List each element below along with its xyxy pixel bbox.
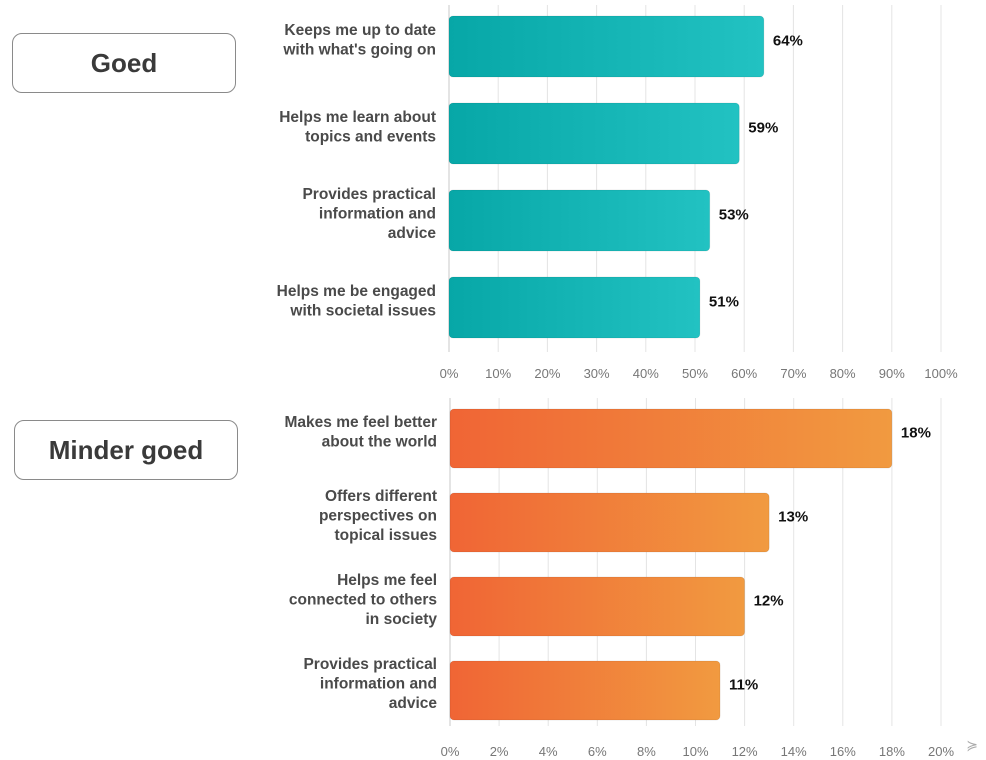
chart-goed: 0% 10% 20% 30% 40% 50% 60% 70% 80% 90% 100% 64% Keep… (277, 5, 958, 381)
bar (448, 102, 740, 165)
category-label: Provides practical information and advice (302, 186, 436, 242)
category-label: Helps me feel connected to others in socie… (289, 572, 438, 628)
category-label: Keeps me up to date with what's going on (282, 22, 436, 59)
group-label-less-good: Minder goed (14, 420, 238, 480)
tick-label: 80% (830, 366, 856, 381)
tick-label: 18% (879, 744, 905, 759)
category-label: Offers different perspectives on topical i… (319, 488, 437, 544)
value-label: 53% (719, 206, 749, 223)
tick-label: 20% (534, 366, 560, 381)
category-label: Helps me be engaged with societal issues (277, 283, 436, 320)
group-label-less-good-text: Minder goed (48, 434, 204, 465)
value-label: 11% (729, 676, 758, 693)
bar (448, 15, 765, 78)
tick-label: 6% (588, 744, 607, 759)
value-label: 13% (778, 508, 808, 525)
tick-label: 50% (682, 366, 708, 381)
value-label: 59% (748, 119, 778, 136)
bar (448, 189, 711, 252)
tick-label: 14% (781, 744, 807, 759)
group-label-good: Goed (12, 33, 236, 93)
category-label: Helps me learn about topics and events (279, 109, 436, 146)
value-label: 51% (709, 293, 739, 310)
category-label: Makes me feel better about the world (285, 414, 438, 451)
bar (449, 660, 721, 721)
tick-label: 8% (637, 744, 656, 759)
tick-label: 40% (633, 366, 659, 381)
tick-label: 0% (441, 744, 460, 759)
category-label: Provides practical information and advice (303, 656, 437, 712)
corner-mark-icon: ≽ (966, 737, 978, 753)
tick-label: 4% (539, 744, 558, 759)
tick-label: 100% (924, 366, 958, 381)
bar (449, 576, 746, 637)
tick-label: 70% (780, 366, 806, 381)
chart-minder-goed: 0% 2% 4% 6% 8% 10% 12% 14% 16% 18% 20% 18% Makes me … (285, 398, 954, 759)
tick-label: 0% (440, 366, 459, 381)
tick-label: 90% (879, 366, 905, 381)
tick-label: 20% (928, 744, 954, 759)
tick-label: 2% (490, 744, 509, 759)
value-label: 18% (901, 424, 931, 441)
tick-label: 30% (584, 366, 610, 381)
tick-label: 10% (682, 744, 708, 759)
bar (449, 408, 893, 469)
bar (448, 276, 701, 339)
bar (449, 492, 770, 553)
tick-label: 60% (731, 366, 757, 381)
tick-label: 16% (830, 744, 856, 759)
tick-label: 10% (485, 366, 511, 381)
group-label-good-text: Goed (90, 47, 158, 78)
value-label: 64% (773, 32, 803, 49)
value-label: 12% (754, 592, 784, 609)
tick-label: 12% (732, 744, 758, 759)
